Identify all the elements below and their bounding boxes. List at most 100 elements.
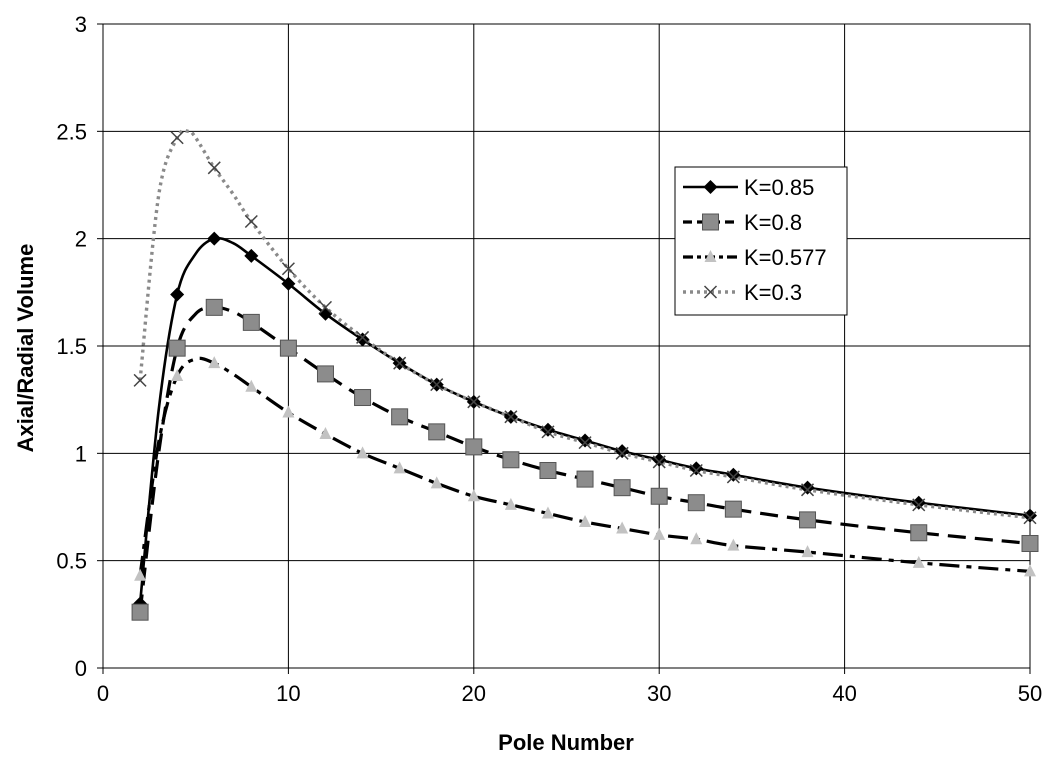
- y-tick-label: 0: [75, 656, 87, 681]
- data-point: [465, 438, 483, 456]
- data-point: [576, 470, 594, 488]
- data-point: [430, 476, 443, 489]
- x-axis-title: Pole Number: [498, 730, 634, 755]
- y-axis-title: Axial/Radial Volume: [13, 244, 38, 453]
- data-point: [356, 330, 370, 344]
- data-point: [727, 538, 740, 551]
- series-line-3: [138, 128, 1031, 520]
- data-point: [133, 373, 147, 387]
- data-point: [578, 436, 592, 450]
- data-point: [541, 506, 554, 519]
- data-point: [579, 515, 592, 528]
- data-point: [467, 489, 480, 502]
- x-tick-label: 40: [832, 681, 856, 706]
- data-point: [910, 524, 928, 542]
- grid: [102, 23, 1031, 669]
- legend: K=0.85 K=0.8 K=0.577 K=0.3: [674, 166, 848, 316]
- data-point: [205, 298, 223, 316]
- legend-label: K=0.3: [744, 280, 802, 305]
- x-tick-label: 50: [1018, 681, 1042, 706]
- data-point: [171, 369, 184, 382]
- data-point: [1023, 508, 1037, 523]
- x-tick-label: 0: [97, 681, 109, 706]
- y-tick-label: 3: [75, 12, 87, 37]
- data-point: [207, 231, 222, 246]
- data-point: [540, 422, 555, 437]
- data-point: [539, 462, 557, 480]
- data-point: [430, 378, 444, 392]
- data-point: [170, 131, 184, 145]
- series-points-0: [133, 231, 1037, 611]
- data-point: [615, 446, 629, 460]
- data-point: [724, 500, 742, 518]
- data-point: [318, 300, 333, 314]
- data-point: [391, 408, 409, 426]
- data-point: [652, 455, 666, 469]
- data-point: [652, 452, 667, 467]
- data-point: [354, 389, 372, 407]
- legend-entry-0: K=0.85: [683, 175, 814, 200]
- data-point: [690, 532, 703, 545]
- data-point: [650, 487, 668, 505]
- data-point: [726, 470, 740, 484]
- data-point: [799, 511, 817, 529]
- x-axis-ticks: 0 10 20 30 40 50: [97, 668, 1042, 706]
- data-point: [281, 262, 295, 276]
- x-tick-label: 10: [276, 681, 300, 706]
- data-point: [168, 339, 186, 357]
- data-point: [615, 444, 630, 459]
- data-point: [912, 498, 926, 512]
- data-point: [245, 379, 258, 392]
- data-point: [131, 603, 149, 621]
- series-markers: [131, 131, 1039, 621]
- data-point: [467, 395, 481, 409]
- data-point: [316, 365, 334, 383]
- data-point: [134, 568, 147, 581]
- legend-label: K=0.577: [744, 245, 827, 270]
- data-point: [282, 405, 295, 418]
- data-point: [800, 483, 815, 497]
- series-line-2: [138, 356, 1031, 576]
- data-point: [689, 463, 703, 478]
- data-point: [912, 555, 925, 568]
- data-point: [242, 313, 260, 331]
- legend-label: K=0.8: [744, 210, 802, 235]
- data-point: [616, 521, 629, 534]
- data-point: [244, 214, 258, 229]
- data-point: [355, 332, 370, 347]
- legend-label: K=0.85: [744, 175, 814, 200]
- series-lines: [138, 128, 1031, 613]
- data-point: [801, 545, 814, 558]
- y-tick-label: 0.5: [56, 549, 87, 574]
- data-point: [911, 495, 926, 510]
- data-point: [281, 276, 296, 291]
- data-point: [393, 461, 406, 474]
- legend-marker: [702, 213, 719, 231]
- data-point: [170, 287, 185, 302]
- data-point: [428, 423, 446, 441]
- x-tick-label: 30: [647, 681, 671, 706]
- y-tick-label: 2: [75, 227, 87, 252]
- data-point: [687, 494, 705, 512]
- series-points-2: [134, 356, 1036, 581]
- legend-marker: [703, 180, 718, 194]
- x-tick-label: 20: [462, 681, 486, 706]
- data-point: [689, 461, 704, 476]
- data-point: [653, 527, 666, 540]
- data-point: [800, 480, 815, 495]
- series-line-0: [138, 236, 1031, 604]
- y-tick-label: 1.5: [56, 334, 87, 359]
- legend-box: [674, 166, 848, 316]
- data-point: [244, 248, 259, 263]
- data-point: [393, 356, 407, 370]
- data-point: [541, 425, 555, 439]
- data-point: [319, 427, 332, 440]
- series-points-3: [133, 131, 1037, 525]
- legend-entry-1: K=0.8: [683, 210, 802, 235]
- legend-marker: [703, 285, 718, 299]
- data-point: [613, 479, 631, 497]
- data-point: [279, 339, 297, 357]
- data-point: [207, 161, 221, 175]
- data-point: [1023, 511, 1037, 525]
